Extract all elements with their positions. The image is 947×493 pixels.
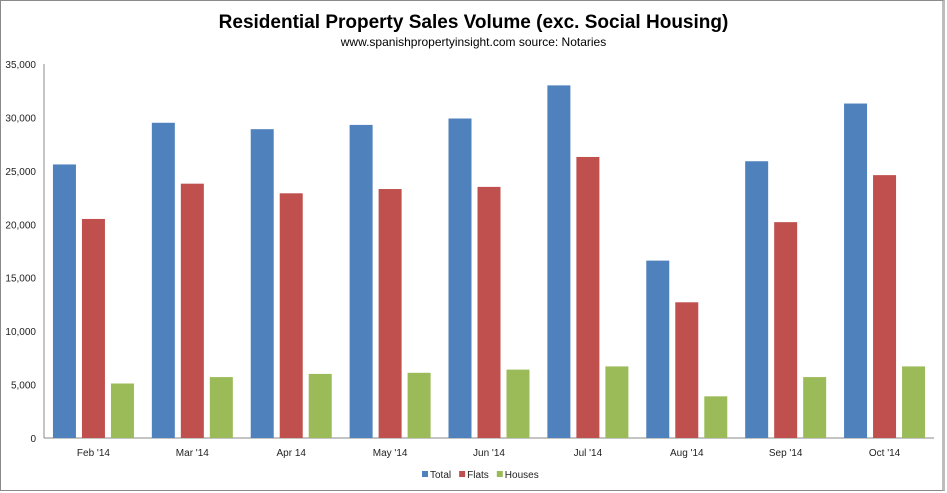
y-tick-label: 0: [30, 434, 36, 445]
y-tick-label: 5,000: [11, 381, 36, 392]
x-tick-label: Jul '14: [574, 448, 603, 459]
x-tick-label: Aug '14: [670, 448, 704, 459]
bar-flats: [873, 175, 897, 439]
bar-flats: [279, 193, 303, 438]
bar-houses: [605, 366, 629, 438]
legend-swatch-total: [422, 471, 428, 477]
bar-total: [448, 118, 472, 439]
bar-flats: [576, 156, 600, 439]
bar-total: [844, 103, 868, 438]
legend-label-flats: Flats: [467, 470, 489, 481]
legend-label-houses: Houses: [505, 470, 539, 481]
bar-houses: [407, 372, 431, 438]
bar-flats: [81, 218, 105, 438]
x-tick-label: Apr 14: [276, 448, 306, 459]
bar-total: [547, 85, 571, 438]
x-tick-label: Jun '14: [473, 448, 505, 459]
bar-houses: [209, 377, 233, 438]
x-tick-label: May '14: [373, 448, 408, 459]
x-tick-label: Feb '14: [77, 448, 110, 459]
bar-flats: [180, 183, 204, 438]
legend-swatch-houses: [496, 471, 503, 477]
legend-swatch-flats: [459, 471, 466, 477]
x-tick-label: Oct '14: [869, 448, 901, 459]
y-tick-label: 20,000: [5, 220, 36, 231]
bar-houses: [902, 366, 926, 438]
bar-total: [151, 122, 175, 439]
bar-total: [52, 164, 76, 438]
bar-houses: [110, 383, 134, 438]
bar-houses: [506, 369, 530, 438]
chart-title: Residential Property Sales Volume (exc. …: [218, 12, 729, 33]
x-tick-label: Mar '14: [176, 448, 209, 459]
bar-flats: [675, 302, 699, 438]
bar-total: [250, 129, 274, 438]
bar-flats: [378, 189, 402, 438]
bar-flats: [774, 222, 798, 438]
y-tick-label: 35,000: [5, 60, 36, 71]
bar-houses: [803, 377, 827, 438]
bar-flats: [477, 186, 501, 438]
y-tick-label: 30,000: [5, 113, 36, 124]
y-tick-label: 25,000: [5, 167, 36, 178]
x-tick-label: Sep '14: [769, 448, 803, 459]
bar-total: [349, 124, 373, 438]
bar-total: [745, 161, 769, 439]
chart-subtitle: www.spanishpropertyinsight.com source: N…: [340, 35, 607, 49]
bar-houses: [704, 396, 728, 438]
bar-houses: [308, 373, 332, 438]
bar-total: [646, 260, 670, 438]
y-tick-label: 10,000: [5, 327, 36, 338]
legend-label-total: Total: [430, 470, 451, 481]
y-tick-label: 15,000: [5, 274, 36, 285]
